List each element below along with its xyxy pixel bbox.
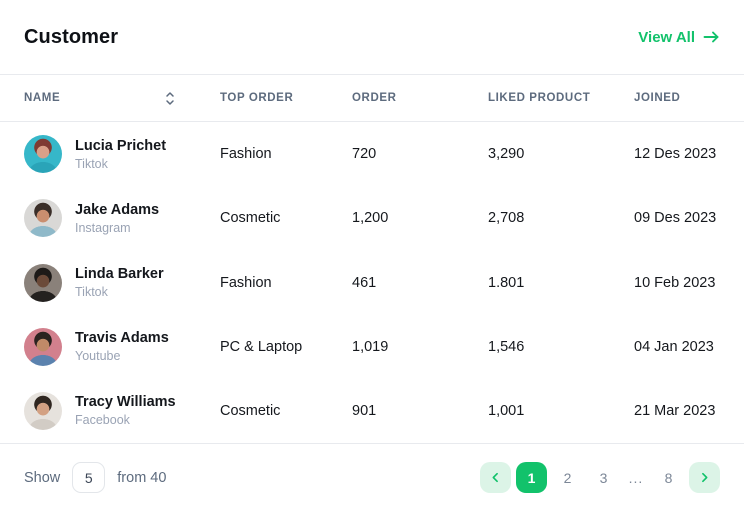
table-body: Lucia Prichet Tiktok Fashion 720 3,290 1… <box>0 122 744 443</box>
page-title: Customer <box>24 25 119 48</box>
top-order-value: Cosmetic <box>220 402 281 419</box>
column-label-name: Name <box>24 92 61 104</box>
customer-name: Linda Barker <box>75 266 164 282</box>
order-value: 901 <box>352 402 377 419</box>
page-size-select[interactable]: 5 <box>72 462 106 493</box>
page-size-control: Show 5 from 40 <box>24 462 166 493</box>
joined-value: 12 Des 2023 <box>634 146 717 163</box>
name-block: Linda Barker Tiktok <box>75 266 164 299</box>
sort-icon[interactable] <box>164 91 176 106</box>
page-button-1[interactable]: 1 <box>516 462 547 493</box>
name-cell: Travis Adams Youtube <box>24 327 220 366</box>
customer-name: Travis Adams <box>75 330 169 347</box>
joined-value: 21 Mar 2023 <box>634 402 716 419</box>
table-row[interactable]: Travis Adams Youtube PC & Laptop 1,019 1… <box>0 315 744 379</box>
table-row[interactable]: Linda Barker Tiktok Fashion 461 1.801 10… <box>0 250 744 314</box>
table-row[interactable]: Jake Adams Instagram Cosmetic 1,200 2,70… <box>0 186 744 250</box>
liked-product-value: 1,546 <box>488 338 525 355</box>
name-block: Tracy Williams Facebook <box>75 394 176 427</box>
customer-name: Lucia Prichet <box>75 137 167 154</box>
page-button-3[interactable]: 3 <box>588 462 619 493</box>
avatar <box>24 263 62 302</box>
next-page-button[interactable] <box>689 462 720 493</box>
order-value: 1,200 <box>352 210 389 227</box>
name-cell: Jake Adams Instagram <box>24 199 220 238</box>
avatar <box>24 199 62 238</box>
name-block: Travis Adams Youtube <box>75 330 169 363</box>
top-order-value: Fashion <box>220 274 272 291</box>
view-all-button[interactable]: View All <box>638 29 720 46</box>
arrow-right-icon <box>703 31 719 43</box>
liked-product-value: 1.801 <box>488 274 525 291</box>
customer-name: Jake Adams <box>75 201 160 218</box>
customer-platform: Youtube <box>75 349 121 364</box>
from-label: from 40 <box>117 469 167 486</box>
table-row[interactable]: Lucia Prichet Tiktok Fashion 720 3,290 1… <box>0 122 744 186</box>
joined-value: 10 Feb 2023 <box>634 274 716 291</box>
chevron-right-icon <box>702 472 708 483</box>
customer-platform: Tiktok <box>75 156 108 171</box>
table-header-row: Name Top Order Order Liked Product Joine… <box>0 75 744 122</box>
show-label: Show <box>24 469 61 486</box>
name-cell: Tracy Williams Facebook <box>24 391 220 430</box>
pagination: 1 2 3 ... 8 <box>480 462 720 493</box>
page-button-2[interactable]: 2 <box>552 462 583 493</box>
order-value: 720 <box>352 146 377 163</box>
name-cell: Lucia Prichet Tiktok <box>24 135 220 174</box>
order-value: 461 <box>352 274 377 291</box>
avatar <box>24 135 62 174</box>
prev-page-button[interactable] <box>480 462 511 493</box>
customer-platform: Facebook <box>75 413 130 428</box>
top-order-value: PC & Laptop <box>220 338 303 355</box>
customer-platform: Tiktok <box>75 285 108 299</box>
liked-product-value: 1,001 <box>488 402 525 419</box>
order-value: 1,019 <box>352 338 389 355</box>
customer-name: Tracy Williams <box>75 394 176 411</box>
card-header: Customer View All <box>0 0 744 75</box>
chevron-left-icon <box>492 472 498 483</box>
view-all-label: View All <box>638 28 695 46</box>
customer-platform: Instagram <box>75 220 131 235</box>
column-header-name: Name <box>24 91 220 106</box>
table-row[interactable]: Tracy Williams Facebook Cosmetic 901 1,0… <box>0 379 744 443</box>
avatar <box>24 327 62 366</box>
name-cell: Linda Barker Tiktok <box>24 263 220 302</box>
liked-product-value: 2,708 <box>488 210 525 227</box>
joined-value: 09 Des 2023 <box>634 210 717 227</box>
pagination-ellipsis: ... <box>628 469 644 486</box>
name-block: Lucia Prichet Tiktok <box>75 138 166 171</box>
page-button-8[interactable]: 8 <box>653 462 684 493</box>
avatar <box>24 391 62 430</box>
joined-value: 04 Jan 2023 <box>634 338 714 355</box>
top-order-value: Fashion <box>220 146 272 163</box>
name-block: Jake Adams Instagram <box>75 202 159 235</box>
column-header-joined: Joined <box>634 92 681 104</box>
column-header-liked-product: Liked Product <box>488 92 591 104</box>
top-order-value: Cosmetic <box>220 210 281 227</box>
liked-product-value: 3,290 <box>488 146 525 163</box>
column-header-top-order: Top Order <box>220 92 294 104</box>
column-header-order: Order <box>352 92 397 104</box>
card-footer: Show 5 from 40 1 2 3 ... 8 <box>0 443 744 511</box>
